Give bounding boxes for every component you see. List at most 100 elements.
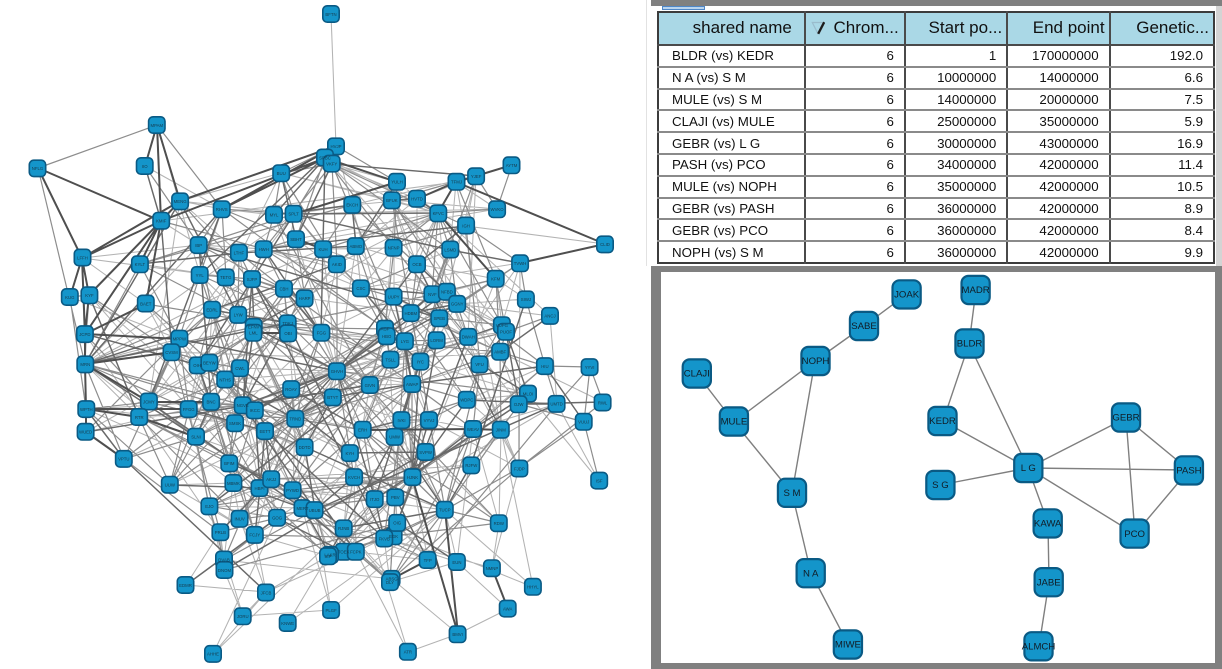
svg-text:JINM: JINM: [496, 428, 506, 433]
svg-text:HWH: HWH: [259, 247, 269, 252]
svg-text:HARP: HARP: [299, 296, 311, 301]
svg-text:OIG: OIG: [393, 521, 402, 526]
svg-text:SJFP: SJFP: [247, 277, 258, 282]
svg-text:NFLG: NFLG: [32, 166, 44, 171]
svg-text:EGK: EGK: [389, 534, 398, 539]
svg-text:HVTD: HVTD: [411, 197, 423, 202]
svg-text:NFNP: NFNP: [388, 246, 400, 251]
svg-text:SBHT: SBHT: [290, 237, 302, 242]
svg-text:L G: L G: [1021, 463, 1036, 474]
svg-text:HVJP: HVJP: [331, 144, 342, 149]
svg-text:KFM: KFM: [491, 277, 500, 282]
svg-text:LML: LML: [249, 331, 258, 336]
svg-text:JFCB: JFCB: [261, 590, 272, 595]
svg-text:FJDP: FJDP: [514, 466, 525, 471]
svg-text:TFP: TFP: [424, 558, 432, 563]
svg-text:PUOF: PUOF: [500, 330, 512, 335]
svg-text:UUW: UUW: [165, 483, 176, 488]
svg-text:JCPD: JCPD: [79, 332, 90, 337]
svg-text:PLGF: PLGF: [325, 608, 337, 613]
svg-text:LYW: LYW: [234, 313, 244, 318]
svg-text:FGG: FGG: [317, 331, 327, 336]
svg-text:KYF: KYF: [85, 293, 94, 298]
svg-text:KNWE: KNWE: [281, 621, 294, 626]
svg-text:PBV: PBV: [391, 495, 400, 500]
svg-text:GOG: GOG: [272, 516, 283, 521]
svg-text:BFIM: BFIM: [224, 461, 235, 466]
svg-text:VKFY: VKFY: [326, 161, 337, 166]
svg-text:TSLL: TSLL: [385, 357, 396, 362]
svg-text:PASH: PASH: [1176, 466, 1201, 477]
svg-text:RJNB: RJNB: [338, 526, 349, 531]
svg-text:HBPI: HBPI: [254, 486, 264, 491]
svg-text:GHVH: GHVH: [331, 369, 343, 374]
svg-text:WDPC: WDPC: [460, 398, 473, 403]
svg-text:CWL: CWL: [235, 366, 245, 371]
svg-text:MADR: MADR: [961, 285, 989, 296]
svg-text:BMVI: BMVI: [452, 632, 463, 637]
svg-text:VUUJ: VUUJ: [578, 420, 589, 425]
svg-text:YJEF: YJEF: [471, 174, 482, 179]
svg-text:TRND: TRND: [289, 417, 301, 422]
svg-text:RDW: RDW: [494, 521, 505, 526]
svg-text:WPTH: WPTH: [80, 407, 93, 412]
svg-text:TVWH: TVWH: [514, 261, 527, 266]
svg-text:MIWE: MIWE: [835, 640, 861, 651]
svg-text:RTR: RTR: [135, 415, 144, 420]
svg-text:EJO: EJO: [205, 504, 214, 509]
svg-text:AHHE: AHHE: [207, 652, 219, 657]
svg-text:SPBC: SPBC: [319, 155, 331, 160]
svg-text:IYC: IYC: [417, 359, 424, 364]
svg-text:IVKI: IVKI: [397, 418, 405, 423]
svg-text:LTHF: LTHF: [234, 250, 245, 255]
svg-text:SIP: SIP: [325, 554, 332, 559]
svg-text:AGF: AGF: [381, 326, 390, 331]
svg-text:DDTD: DDTD: [299, 445, 311, 450]
svg-text:SLNI: SLNI: [191, 434, 201, 439]
svg-text:BAET: BAET: [140, 301, 152, 306]
svg-text:MLOI: MLOI: [523, 391, 534, 396]
svg-text:BNC: BNC: [207, 400, 216, 405]
svg-text:MULE: MULE: [721, 417, 748, 428]
svg-text:AMBF: AMBF: [494, 350, 506, 355]
svg-text:IBP: IBP: [195, 243, 202, 248]
svg-text:FFGG: FFGG: [183, 407, 196, 412]
svg-text:KEDR: KEDR: [929, 416, 956, 427]
svg-text:IIO: IIO: [142, 164, 148, 169]
svg-text:JORU: JORU: [237, 614, 249, 619]
svg-text:TUCP: TUCP: [439, 508, 451, 513]
svg-text:EETT: EETT: [260, 429, 271, 434]
svg-text:NTHS: NTHS: [219, 377, 231, 382]
svg-text:CLID: CLID: [600, 242, 610, 247]
svg-text:NVF: NVF: [428, 292, 437, 297]
svg-text:WVKO: WVKO: [491, 207, 505, 212]
svg-text:S G: S G: [932, 480, 949, 491]
svg-text:AYTM: AYTM: [506, 163, 518, 168]
svg-text:PYWD: PYWD: [286, 488, 299, 493]
svg-text:LYG: LYG: [401, 339, 410, 344]
svg-text:MYL: MYL: [270, 213, 279, 218]
svg-text:ANCJ: ANCJ: [544, 314, 555, 319]
svg-text:BLDR: BLDR: [957, 339, 983, 350]
svg-text:KFVC: KFVC: [433, 211, 444, 216]
svg-text:SIWJ: SIWJ: [521, 297, 531, 302]
svg-text:YYL: YYL: [196, 273, 205, 278]
svg-text:ABSG: ABSG: [386, 577, 399, 582]
svg-text:NGVE: NGVE: [237, 403, 249, 408]
svg-text:HBO: HBO: [382, 334, 392, 339]
svg-text:SMSK: SMSK: [229, 421, 241, 426]
svg-text:NMNP: NMNP: [486, 566, 499, 571]
svg-text:AKID: AKID: [332, 262, 342, 267]
svg-text:VPTU: VPTU: [118, 457, 129, 462]
svg-text:TDKJ: TDKJ: [282, 321, 293, 326]
svg-text:JABE: JABE: [1037, 577, 1061, 588]
svg-text:GEBR: GEBR: [1112, 413, 1139, 424]
svg-text:NFBD: NFBD: [441, 290, 453, 295]
svg-text:CBH: CBH: [279, 287, 288, 292]
svg-text:KMIF: KMIF: [156, 219, 167, 224]
svg-text:AWA: AWA: [503, 606, 513, 611]
svg-text:TETG: TETG: [220, 275, 232, 280]
svg-text:HDBM: HDBM: [404, 311, 417, 316]
svg-text:UMW: UMW: [389, 435, 401, 440]
svg-text:KUG: KUG: [65, 295, 75, 300]
